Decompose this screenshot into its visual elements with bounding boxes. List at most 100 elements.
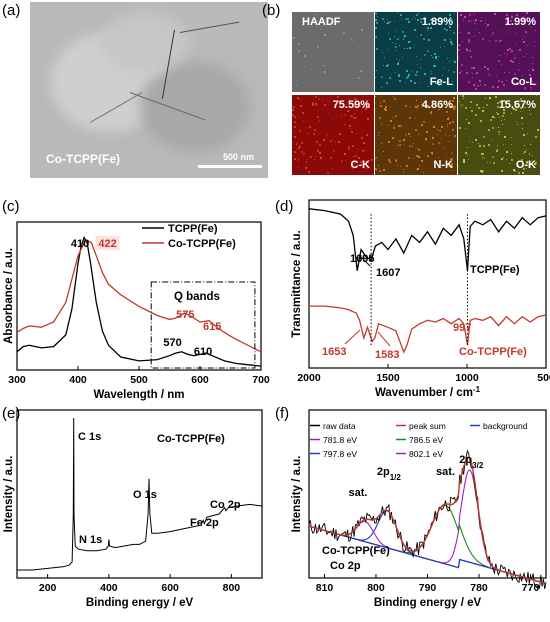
eds-signal-dot bbox=[292, 114, 294, 116]
eds-signal-dot bbox=[501, 170, 503, 172]
eds-map-n: 4.86% N-K bbox=[375, 95, 457, 175]
eds-signal-dot bbox=[313, 171, 314, 172]
eds-signal-dot bbox=[499, 40, 501, 42]
eds-signal-dot bbox=[368, 106, 370, 108]
xps-survey-y-axis-label: Intensity / a.u. bbox=[3, 456, 15, 533]
eds-signal-dot bbox=[434, 65, 436, 67]
eds-signal-dot bbox=[516, 121, 517, 122]
eds-signal-dot bbox=[470, 101, 472, 103]
eds-signal-dot bbox=[441, 126, 443, 128]
eds-signal-dot bbox=[317, 105, 318, 106]
eds-signal-dot bbox=[522, 17, 524, 19]
eds-signal-dot bbox=[514, 170, 516, 172]
eds-percent: 15.67% bbox=[498, 99, 536, 111]
uv-peak-label: 610 bbox=[194, 346, 212, 358]
eds-signal-dot bbox=[458, 25, 459, 26]
ftir-series-label: Co-TCPP(Fe) bbox=[459, 346, 527, 358]
eds-signal-dot bbox=[348, 146, 350, 148]
eds-signal-dot bbox=[462, 41, 463, 42]
eds-signal-dot bbox=[530, 87, 532, 89]
eds-signal-dot bbox=[529, 74, 531, 76]
eds-percent: 4.86% bbox=[421, 99, 453, 111]
eds-signal-dot bbox=[298, 159, 299, 160]
eds-signal-dot bbox=[352, 168, 353, 169]
eds-signal-dot bbox=[399, 144, 401, 146]
eds-signal-dot bbox=[480, 84, 481, 85]
eds-signal-dot bbox=[462, 95, 464, 97]
xps-sample-label: Co 2p bbox=[330, 560, 361, 572]
eds-signal-dot bbox=[503, 157, 504, 158]
eds-signal-dot bbox=[367, 104, 369, 106]
eds-signal-dot bbox=[420, 18, 422, 20]
eds-signal-dot bbox=[298, 166, 299, 167]
eds-signal-dot bbox=[531, 27, 532, 28]
eds-signal-dot bbox=[386, 23, 387, 24]
eds-signal-dot bbox=[450, 18, 452, 20]
ftir-y-axis-label: Transmittance / a.u. bbox=[291, 230, 303, 337]
eds-signal-dot bbox=[430, 19, 432, 21]
eds-signal-dot bbox=[413, 47, 414, 48]
eds-signal-dot bbox=[297, 160, 298, 161]
eds-signal-dot bbox=[449, 61, 450, 62]
eds-signal-dot bbox=[324, 65, 325, 66]
eds-signal-dot bbox=[497, 145, 498, 146]
eds-signal-dot bbox=[463, 98, 464, 99]
eds-signal-dot bbox=[380, 102, 381, 103]
xps-peak-label: sat. bbox=[436, 466, 455, 478]
eds-signal-dot bbox=[403, 144, 404, 145]
eds-signal-dot bbox=[473, 67, 475, 69]
xps-survey-line bbox=[17, 417, 263, 571]
eds-signal-dot bbox=[345, 160, 346, 161]
eds-signal-dot bbox=[473, 14, 474, 15]
eds-signal-dot bbox=[480, 20, 482, 22]
eds-signal-dot bbox=[367, 118, 369, 120]
eds-signal-dot bbox=[440, 138, 441, 139]
xps-legend-label: peak sum bbox=[409, 421, 446, 431]
eds-signal-dot bbox=[302, 24, 304, 26]
eds-signal-dot bbox=[425, 138, 427, 140]
xps-survey-x-tick-label: 400 bbox=[100, 582, 118, 594]
eds-signal-dot bbox=[520, 98, 522, 100]
eds-signal-dot bbox=[397, 38, 399, 40]
eds-signal-dot bbox=[388, 125, 389, 126]
orbital-subscript: 3/2 bbox=[472, 461, 484, 470]
ftir-series-line bbox=[309, 305, 547, 354]
eds-signal-dot bbox=[511, 159, 513, 161]
q-bands-box bbox=[150, 281, 256, 369]
eds-signal-dot bbox=[497, 149, 498, 150]
eds-signal-dot bbox=[448, 25, 449, 26]
xps-peak-label: O 1s bbox=[133, 489, 157, 501]
eds-signal-dot bbox=[330, 157, 332, 159]
xps-legend-label: 781.8 eV bbox=[323, 435, 357, 445]
eds-signal-dot bbox=[417, 108, 418, 109]
ftir-peak-label: 1607 bbox=[376, 267, 400, 279]
eds-signal-dot bbox=[387, 49, 388, 50]
eds-signal-dot bbox=[415, 129, 417, 131]
eds-signal-dot bbox=[375, 13, 377, 15]
eds-signal-dot bbox=[310, 69, 311, 70]
eds-signal-dot bbox=[466, 48, 467, 49]
eds-signal-dot bbox=[461, 64, 463, 66]
eds-signal-dot bbox=[330, 140, 332, 142]
eds-signal-dot bbox=[517, 83, 519, 85]
eds-signal-dot bbox=[458, 57, 459, 58]
eds-signal-dot bbox=[529, 153, 530, 154]
eds-signal-dot bbox=[503, 107, 504, 108]
eds-signal-dot bbox=[349, 104, 350, 105]
eds-signal-dot bbox=[504, 72, 505, 73]
eds-signal-dot bbox=[310, 156, 312, 158]
eds-signal-dot bbox=[304, 67, 305, 68]
eds-signal-dot bbox=[412, 19, 413, 20]
eds-signal-dot bbox=[316, 141, 318, 143]
eds-signal-dot bbox=[395, 159, 396, 160]
panel-letter-f: (f) bbox=[275, 405, 290, 422]
eds-signal-dot bbox=[371, 159, 373, 161]
eds-signal-dot bbox=[534, 163, 536, 165]
eds-signal-dot bbox=[389, 21, 391, 23]
eds-signal-dot bbox=[421, 160, 423, 162]
eds-signal-dot bbox=[503, 112, 505, 114]
eds-signal-dot bbox=[519, 49, 521, 51]
eds-signal-dot bbox=[393, 127, 395, 129]
eds-signal-dot bbox=[435, 56, 437, 58]
eds-signal-dot bbox=[437, 129, 438, 130]
